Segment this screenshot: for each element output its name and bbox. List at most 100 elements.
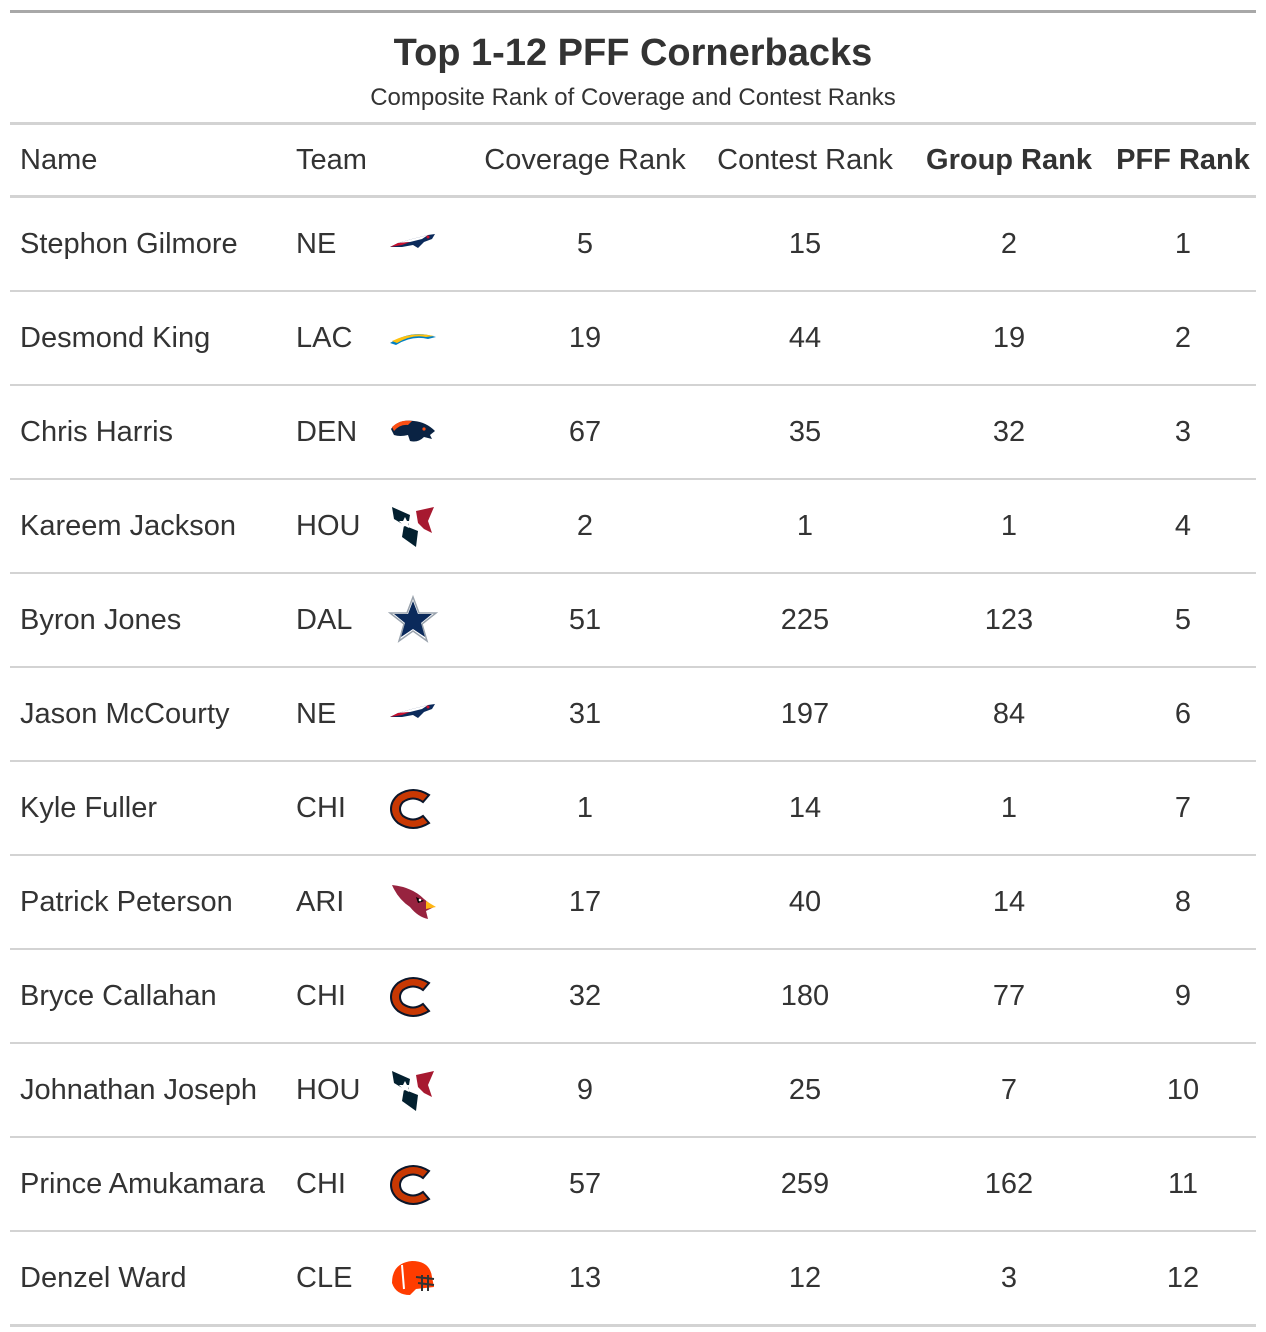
contest-rank: 40	[702, 855, 908, 950]
group-rank: 1	[908, 479, 1110, 574]
bears-logo-icon	[388, 783, 468, 833]
team-abbr: NE	[296, 196, 388, 292]
group-rank: 7	[908, 1043, 1110, 1138]
team-abbr: DAL	[296, 573, 388, 668]
coverage-rank: 51	[468, 573, 702, 668]
table-row: Denzel Ward CLE 13 12 3 12	[10, 1231, 1256, 1327]
col-header-coverage-rank: Coverage Rank	[484, 143, 686, 176]
cornerback-table: Name Team Coverage Rank Contest Rank Gro…	[10, 125, 1256, 1327]
pff-rank: 12	[1110, 1231, 1256, 1327]
coverage-rank: 5	[468, 196, 702, 292]
coverage-rank: 19	[468, 291, 702, 386]
team-abbr: HOU	[296, 479, 388, 574]
header-rule	[10, 122, 1256, 125]
browns-logo-icon	[388, 1253, 468, 1303]
coverage-rank: 2	[468, 479, 702, 574]
pff-rank: 11	[1110, 1137, 1256, 1232]
team-logo-cell	[388, 949, 468, 1044]
contest-rank: 25	[702, 1043, 908, 1138]
team-logo-cell	[388, 1137, 468, 1232]
table-row: Stephon Gilmore NE 5 15 2 1	[10, 196, 1256, 292]
pff-rank: 6	[1110, 667, 1256, 762]
team-abbr: DEN	[296, 385, 388, 480]
team-logo-cell	[388, 855, 468, 950]
col-header-logo	[388, 125, 468, 197]
col-header-group-rank: Group Rank	[926, 143, 1092, 176]
pff-rank: 3	[1110, 385, 1256, 480]
team-abbr: HOU	[296, 1043, 388, 1138]
player-name: Kyle Fuller	[10, 761, 296, 856]
group-rank: 32	[908, 385, 1110, 480]
pff-rank: 8	[1110, 855, 1256, 950]
coverage-rank: 13	[468, 1231, 702, 1327]
player-name: Desmond King	[10, 291, 296, 386]
texans-logo-icon	[388, 1065, 468, 1115]
group-rank: 1	[908, 761, 1110, 856]
team-abbr: CLE	[296, 1231, 388, 1327]
chargers-logo-icon	[388, 313, 468, 363]
coverage-rank: 31	[468, 667, 702, 762]
pff-rank: 4	[1110, 479, 1256, 574]
header-row: Name Team Coverage Rank Contest Rank Gro…	[10, 125, 1256, 197]
col-header-team: Team	[296, 143, 367, 176]
coverage-rank: 57	[468, 1137, 702, 1232]
table-row: Desmond King LAC 19 44 19 2	[10, 291, 1256, 386]
coverage-rank: 1	[468, 761, 702, 856]
patriots-logo-icon	[388, 219, 468, 269]
table-row: Kyle Fuller CHI 1 14 1 7	[10, 761, 1256, 856]
coverage-rank: 32	[468, 949, 702, 1044]
player-name: Jason McCourty	[10, 667, 296, 762]
table-row: Kareem Jackson HOU 2 1 1 4	[10, 479, 1256, 574]
col-header-contest-rank: Contest Rank	[717, 143, 893, 176]
texans-logo-icon	[388, 501, 468, 551]
coverage-rank: 67	[468, 385, 702, 480]
contest-rank: 35	[702, 385, 908, 480]
patriots-logo-icon	[388, 689, 468, 739]
group-rank: 3	[908, 1231, 1110, 1327]
team-abbr: NE	[296, 667, 388, 762]
coverage-rank: 9	[468, 1043, 702, 1138]
player-name: Kareem Jackson	[10, 479, 296, 574]
team-logo-cell	[388, 667, 468, 762]
table-row: Prince Amukamara CHI 57 259 162 11	[10, 1137, 1256, 1232]
group-rank: 84	[908, 667, 1110, 762]
group-rank: 19	[908, 291, 1110, 386]
contest-rank: 14	[702, 761, 908, 856]
top-rule	[10, 10, 1256, 13]
cardinals-logo-icon	[388, 877, 468, 927]
group-rank: 123	[908, 573, 1110, 668]
broncos-logo-icon	[388, 407, 468, 457]
team-logo-cell	[388, 385, 468, 480]
contest-rank: 225	[702, 573, 908, 668]
table-row: Johnathan Joseph HOU 9 25 7 10	[10, 1043, 1256, 1138]
team-abbr: CHI	[296, 949, 388, 1044]
col-header-pff-rank: PFF Rank	[1116, 143, 1250, 176]
player-name: Byron Jones	[10, 573, 296, 668]
pff-rank: 10	[1110, 1043, 1256, 1138]
group-rank: 14	[908, 855, 1110, 950]
contest-rank: 1	[702, 479, 908, 574]
col-header-name: Name	[20, 143, 98, 176]
team-logo-cell	[388, 761, 468, 856]
player-name: Stephon Gilmore	[10, 196, 296, 292]
contest-rank: 180	[702, 949, 908, 1044]
pff-rank: 2	[1110, 291, 1256, 386]
table-container: Top 1-12 PFF Cornerbacks Composite Rank …	[10, 10, 1256, 1327]
pff-rank: 7	[1110, 761, 1256, 856]
team-abbr: CHI	[296, 761, 388, 856]
table-row: Jason McCourty NE 31 197 84 6	[10, 667, 1256, 762]
player-name: Patrick Peterson	[10, 855, 296, 950]
player-name: Bryce Callahan	[10, 949, 296, 1044]
bears-logo-icon	[388, 971, 468, 1021]
contest-rank: 197	[702, 667, 908, 762]
cowboys-logo-icon	[388, 595, 468, 645]
table-subtitle: Composite Rank of Coverage and Contest R…	[370, 84, 896, 111]
contest-rank: 259	[702, 1137, 908, 1232]
pff-rank: 1	[1110, 196, 1256, 292]
table-row: Byron Jones DAL 51 225 123 5	[10, 573, 1256, 668]
contest-rank: 12	[702, 1231, 908, 1327]
team-logo-cell	[388, 291, 468, 386]
table-row: Bryce Callahan CHI 32 180 77 9	[10, 949, 1256, 1044]
player-name: Denzel Ward	[10, 1231, 296, 1327]
player-name: Johnathan Joseph	[10, 1043, 296, 1138]
